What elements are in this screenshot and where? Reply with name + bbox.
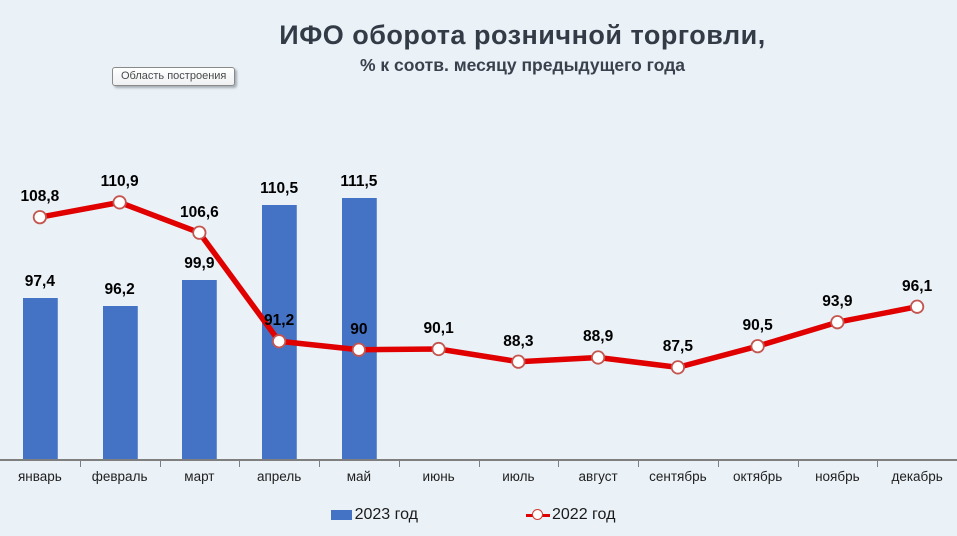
bar-value-label-февраль: 96,2 (104, 281, 135, 298)
bar-value-label-май: 111,5 (340, 173, 378, 191)
legend-item-2022[interactable]: 2022 год (526, 506, 615, 524)
legend-item-2023[interactable]: 2023 год (330, 506, 418, 524)
x-axis-tick (797, 461, 799, 467)
legend-label-2023: 2023 год (354, 506, 418, 523)
line-value-label-ноябрь: 93,9 (822, 293, 853, 311)
line-series-swatch-icon (526, 509, 550, 521)
line-marker-июнь[interactable] (431, 341, 446, 357)
bar-январь[interactable] (22, 297, 58, 459)
x-axis-tick (717, 461, 719, 467)
bar-series-swatch-icon (330, 510, 352, 520)
line-marker-октябрь[interactable] (750, 339, 765, 354)
line-value-label-апрель: 91,2 (264, 312, 295, 330)
line-value-label-август: 88,9 (583, 328, 614, 346)
x-axis-label-сентябрь: сентябрь (649, 469, 707, 484)
bar-февраль[interactable] (102, 306, 138, 459)
chart-title: ИФО оборота розничной торговли, (279, 20, 766, 50)
line-marker-ноябрь[interactable] (830, 315, 845, 330)
x-axis-label-май: май (346, 469, 372, 484)
line-value-label-декабрь: 96,1 (902, 277, 933, 295)
chart-title-block: ИФО оборота розничной торговли, % к соот… (88, 20, 957, 76)
line-marker-сентябрь[interactable] (670, 360, 685, 375)
line-path[interactable] (37, 199, 920, 371)
x-axis-label-декабрь: декабрь (891, 469, 943, 484)
line-value-label-октябрь: 90,5 (742, 317, 773, 335)
x-axis-tick (638, 461, 639, 467)
x-axis-label-март: март (184, 469, 215, 484)
line-value-label-сентябрь: 87,5 (662, 338, 693, 356)
x-axis-label-июнь: июнь (422, 469, 455, 484)
x-axis-label-октябрь: октябрь (732, 469, 783, 484)
line-marker-февраль[interactable] (112, 195, 127, 210)
line-value-label-июль: 88,3 (503, 332, 534, 350)
bar-value-label-март: 99,9 (184, 254, 215, 272)
line-marker-декабрь[interactable] (910, 299, 925, 314)
line-marker-январь[interactable] (32, 210, 47, 225)
x-axis-tick (319, 461, 320, 467)
line-marker-март[interactable] (192, 225, 207, 240)
x-axis-label-ноябрь: ноябрь (815, 469, 860, 484)
x-axis-label-август: август (578, 469, 618, 484)
line-marker-июль[interactable] (511, 354, 526, 369)
chart-subtitle: % к соотв. месяцу предыдущего года (359, 55, 686, 76)
line-value-label-январь: 108,8 (20, 188, 60, 206)
legend: 2023 год 2022 год (0, 506, 957, 524)
x-axis-tick (478, 461, 480, 467)
legend-label-2022: 2022 год (552, 506, 616, 523)
line-value-label-май: 90 (350, 320, 368, 338)
line-marker-август[interactable] (591, 350, 606, 365)
line-value-label-март: 106,6 (179, 203, 219, 221)
x-axis-label-январь: январь (17, 469, 62, 484)
x-axis-tick (239, 461, 241, 467)
plot-area-tooltip: Область построения (112, 67, 236, 86)
bar-май[interactable] (341, 198, 377, 459)
bar-март[interactable] (182, 279, 218, 459)
x-axis-label-апрель: апрель (256, 469, 302, 484)
x-axis-tick (877, 461, 879, 467)
x-axis-tick (159, 461, 161, 467)
x-axis-tick (79, 461, 81, 467)
x-axis-label-февраль: февраль (91, 469, 148, 484)
x-axis-tick (398, 461, 400, 467)
x-axis-label-июль: июль (502, 469, 535, 484)
line-marker-апрель[interactable] (272, 334, 287, 349)
line-value-label-февраль: 110,9 (100, 173, 139, 191)
line-value-label-июнь: 90,1 (423, 320, 454, 338)
bar-апрель[interactable] (262, 205, 298, 459)
bar-value-label-январь: 97,4 (24, 272, 55, 290)
x-axis-tick (558, 461, 560, 467)
bar-value-label-апрель: 110,5 (260, 180, 299, 198)
line-marker-май[interactable] (351, 342, 366, 357)
x-axis-line (0, 459, 957, 461)
